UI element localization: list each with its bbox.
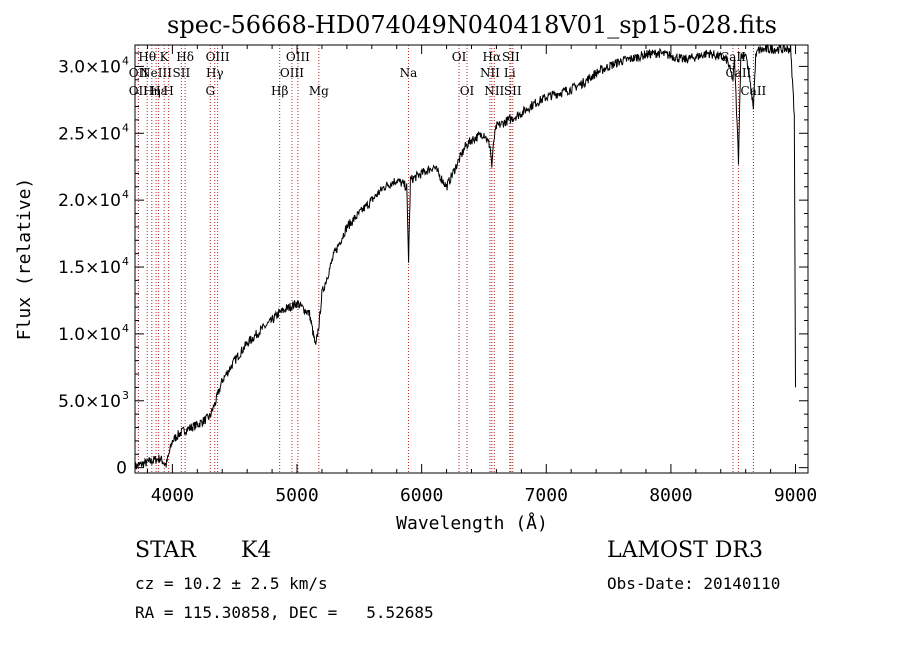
- line-label: NII: [484, 84, 504, 98]
- line-label: OII: [129, 66, 149, 80]
- y-tick-label: 1.5×10: [58, 258, 121, 278]
- y-tick-exponent: 4: [122, 255, 129, 268]
- plot-frame: [134, 44, 809, 474]
- y-tick-label: 2.5×10: [58, 124, 121, 144]
- line-label: NeIII: [140, 66, 172, 80]
- line-label: Na: [400, 66, 418, 80]
- line-label: Hδ: [176, 50, 194, 64]
- line-label: SII: [504, 84, 522, 98]
- x-tick-label: 5000: [275, 485, 318, 506]
- line-label: G: [205, 84, 215, 98]
- x-tick-label: 6000: [400, 485, 443, 506]
- y-tick-label: 3.0×10: [58, 57, 121, 77]
- x-axis-label: Wavelength (Å): [396, 512, 548, 534]
- line-label: OII: [129, 84, 149, 98]
- redshift-value: cz = 10.2 ± 2.5 km/s: [135, 574, 328, 593]
- y-tick-exponent: 4: [122, 188, 129, 201]
- spectral-line-markers: [137, 45, 754, 473]
- y-tick-label: 5.0×10: [58, 392, 121, 412]
- line-label: Li: [504, 66, 516, 80]
- line-label: NII: [480, 66, 500, 80]
- y-tick-label: 0: [116, 459, 127, 479]
- x-tick-label: 7000: [525, 485, 568, 506]
- line-label: SII: [502, 50, 520, 64]
- spectrum-series-line: [134, 43, 796, 472]
- y-tick-label: 1.0×10: [58, 325, 121, 345]
- line-label: Hε: [150, 84, 167, 98]
- line-label: OIII: [280, 66, 304, 80]
- ra-dec-coordinates: RA = 115.30858, DEC = 5.52685: [135, 603, 434, 622]
- line-label: Hβ: [271, 84, 288, 98]
- x-tick-label: 9000: [774, 485, 817, 506]
- line-label: OIII: [286, 50, 310, 64]
- y-tick-exponent: 4: [122, 322, 129, 335]
- x-axis-ticks: 4000 5000 6000 7000 8000 9000: [146, 45, 817, 506]
- line-label: Hγ: [206, 66, 224, 80]
- x-tick-label: 8000: [649, 485, 692, 506]
- survey-name: LAMOST DR3: [607, 538, 763, 563]
- line-label: K: [160, 50, 170, 64]
- line-label: OI: [452, 50, 467, 64]
- y-axis-ticks: 05.0×10 31.0×10 41.5×10 42.0×10 42.5×10 43.0×…: [58, 52, 808, 479]
- line-label: Hα: [483, 50, 502, 64]
- obs-date: Obs-Date: 20140110: [607, 574, 781, 593]
- y-tick-exponent: 4: [122, 54, 129, 67]
- y-tick-exponent: 4: [122, 121, 129, 134]
- line-label: CaII: [740, 84, 766, 98]
- object-class: STAR: [135, 538, 196, 563]
- line-label: Hθ: [138, 50, 156, 64]
- x-tick-label: 4000: [151, 485, 194, 506]
- y-tick-exponent: 3: [122, 389, 129, 402]
- line-label: OI: [460, 84, 475, 98]
- object-subclass: K4: [241, 538, 272, 563]
- chart-title: spec-56668-HD074049N040418V01_sp15-028.f…: [167, 11, 777, 39]
- y-tick-label: 2.0×10: [58, 191, 121, 211]
- line-label: SII: [173, 66, 191, 80]
- y-axis-label: Flux (relative): [14, 178, 35, 341]
- line-label: Mg: [309, 84, 329, 98]
- line-label: OIII: [206, 50, 230, 64]
- line-label: H: [163, 84, 173, 98]
- line-label: Hη: [143, 84, 161, 98]
- spectral-line-labels: OIIOIIHθHηNeIIIHεKHSIIHδGHγOIIIHβOIIIOII…: [129, 50, 767, 98]
